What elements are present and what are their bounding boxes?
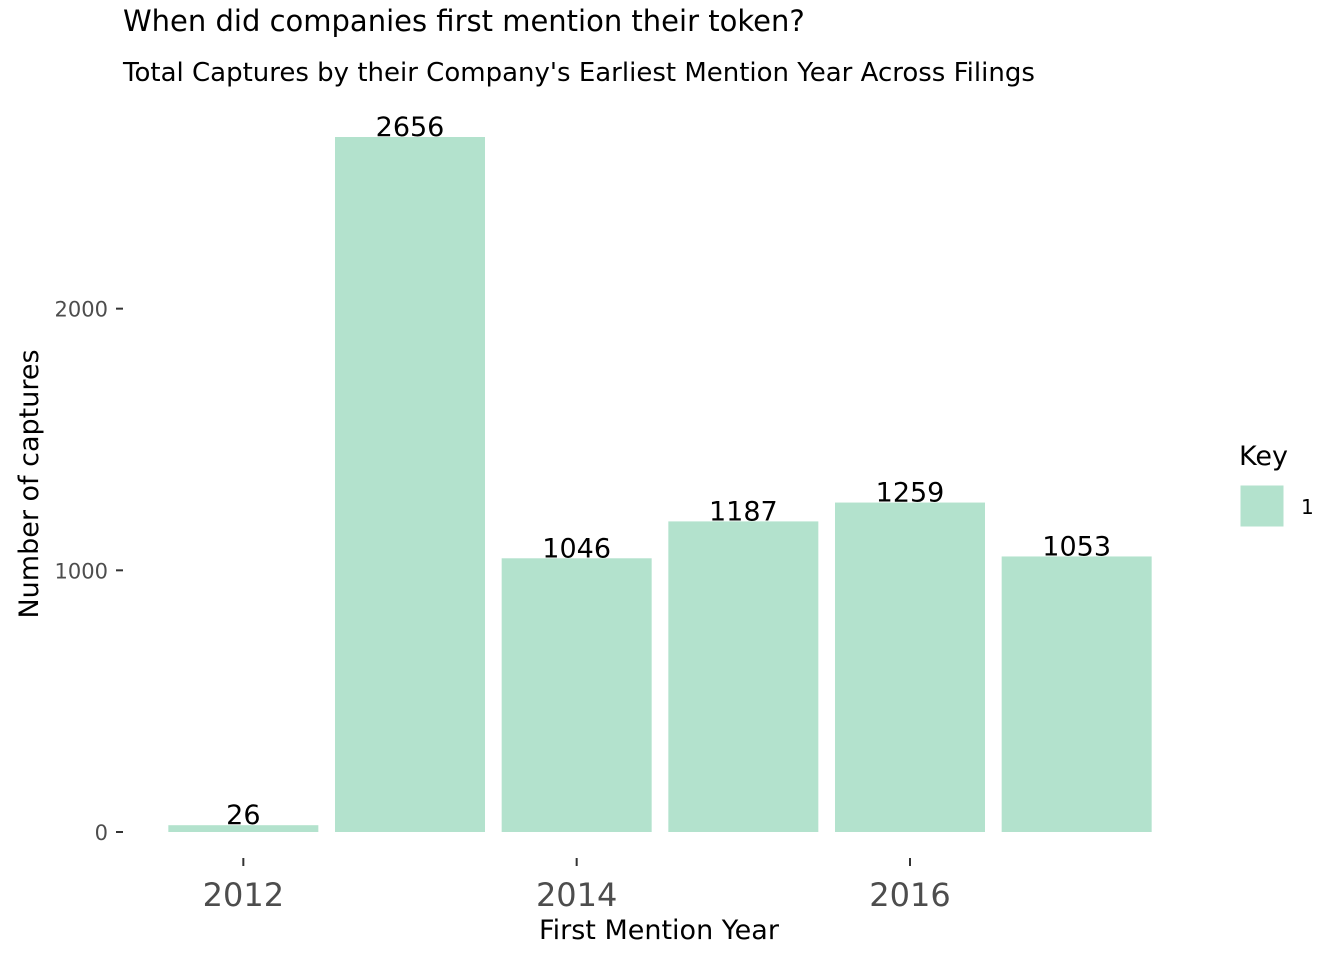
bar-2012: [168, 825, 319, 832]
x-axis: 2012 2014 2016: [203, 858, 951, 914]
y-tick-label-0: 0: [95, 821, 108, 845]
y-tick-label-1000: 1000: [55, 559, 108, 583]
legend-title: Key: [1239, 441, 1288, 472]
y-axis-title: Number of captures: [14, 349, 45, 618]
bars-layer: [168, 137, 1152, 832]
data-label-2013: 2656: [376, 112, 445, 143]
bar-2013: [335, 137, 485, 832]
bar-2016: [835, 502, 985, 832]
bar-2017: [1001, 556, 1152, 832]
x-axis-title: First Mention Year: [539, 915, 780, 946]
data-label-2017: 1053: [1042, 531, 1111, 562]
y-tick-label-2000: 2000: [55, 298, 108, 322]
data-labels-layer: 26 2656 1046 1187 1259 1053: [226, 112, 1111, 831]
data-label-2014: 1046: [542, 533, 611, 564]
legend-entry-label: 1: [1301, 495, 1314, 519]
legend-swatch: [1239, 484, 1285, 528]
chart-subtitle: Total Captures by their Company's Earlie…: [122, 58, 1035, 88]
x-tick-label-2012: 2012: [203, 876, 284, 914]
bar-2014: [501, 558, 652, 832]
data-label-2012: 26: [226, 800, 260, 831]
legend: Key 1: [1239, 441, 1314, 528]
bar-2015: [668, 521, 819, 832]
data-label-2016: 1259: [876, 478, 945, 509]
x-tick-label-2014: 2014: [536, 876, 617, 914]
x-tick-label-2016: 2016: [869, 876, 950, 914]
data-label-2015: 1187: [709, 496, 778, 527]
chart-title: When did companies first mention their t…: [123, 4, 805, 38]
y-axis: 0 1000 2000: [55, 298, 123, 845]
